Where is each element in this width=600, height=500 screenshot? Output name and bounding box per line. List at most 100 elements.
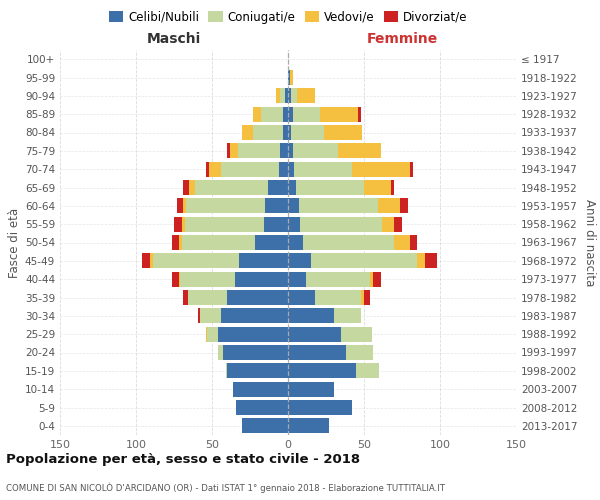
Bar: [235, 272, 288, 286]
Bar: [417, 254, 425, 268]
Bar: [199, 308, 200, 324]
Bar: [303, 235, 394, 250]
Bar: [226, 364, 227, 378]
Bar: [285, 88, 288, 104]
Bar: [334, 308, 361, 324]
Bar: [297, 88, 316, 104]
Bar: [233, 382, 288, 396]
Bar: [311, 254, 417, 268]
Bar: [400, 198, 408, 214]
Bar: [242, 125, 253, 140]
Bar: [183, 180, 189, 195]
Y-axis label: Fasce di età: Fasce di età: [8, 208, 21, 278]
Bar: [195, 180, 268, 195]
Bar: [268, 180, 288, 195]
Bar: [394, 216, 402, 232]
Bar: [280, 144, 288, 158]
Bar: [189, 180, 195, 195]
Bar: [296, 180, 364, 195]
Bar: [300, 216, 382, 232]
Bar: [291, 125, 325, 140]
Bar: [316, 290, 361, 305]
Bar: [177, 198, 183, 214]
Bar: [382, 216, 394, 232]
Bar: [186, 198, 265, 214]
Bar: [288, 326, 341, 342]
Y-axis label: Anni di nascita: Anni di nascita: [583, 199, 596, 286]
Bar: [288, 198, 299, 214]
Bar: [218, 345, 223, 360]
Bar: [253, 125, 283, 140]
Bar: [394, 235, 410, 250]
Bar: [283, 106, 288, 122]
Bar: [149, 254, 153, 268]
Bar: [288, 272, 306, 286]
Bar: [288, 364, 356, 378]
Bar: [288, 144, 293, 158]
Bar: [410, 235, 417, 250]
Bar: [288, 162, 294, 176]
Bar: [288, 345, 346, 360]
Bar: [208, 326, 218, 342]
Bar: [306, 272, 370, 286]
Bar: [346, 345, 373, 360]
Bar: [325, 125, 362, 140]
Bar: [179, 272, 180, 286]
Bar: [223, 345, 288, 360]
Bar: [206, 162, 209, 176]
Bar: [206, 326, 208, 342]
Bar: [238, 144, 280, 158]
Bar: [221, 308, 288, 324]
Bar: [293, 106, 320, 122]
Bar: [227, 290, 288, 305]
Bar: [183, 198, 186, 214]
Legend: Celibi/Nubili, Coniugati/e, Vedovi/e, Divorziat/e: Celibi/Nubili, Coniugati/e, Vedovi/e, Di…: [104, 6, 472, 28]
Bar: [242, 418, 288, 434]
Bar: [288, 235, 303, 250]
Bar: [263, 216, 288, 232]
Bar: [265, 198, 288, 214]
Bar: [294, 162, 352, 176]
Bar: [183, 290, 188, 305]
Bar: [280, 88, 285, 104]
Bar: [356, 364, 379, 378]
Text: COMUNE DI SAN NICOLÒ D'ARCIDANO (OR) - Dati ISTAT 1° gennaio 2018 - Elaborazione: COMUNE DI SAN NICOLÒ D'ARCIDANO (OR) - D…: [6, 482, 445, 493]
Bar: [230, 144, 238, 158]
Bar: [410, 162, 413, 176]
Text: Popolazione per età, sesso e stato civile - 2018: Popolazione per età, sesso e stato civil…: [6, 452, 360, 466]
Bar: [182, 235, 254, 250]
Bar: [239, 254, 288, 268]
Bar: [291, 88, 297, 104]
Bar: [425, 254, 437, 268]
Bar: [188, 290, 227, 305]
Bar: [288, 400, 352, 415]
Text: Femmine: Femmine: [367, 32, 437, 46]
Bar: [254, 235, 288, 250]
Bar: [288, 125, 291, 140]
Bar: [373, 272, 381, 286]
Bar: [142, 254, 149, 268]
Bar: [283, 125, 288, 140]
Bar: [180, 272, 235, 286]
Bar: [361, 290, 364, 305]
Bar: [288, 216, 300, 232]
Bar: [172, 235, 179, 250]
Bar: [391, 180, 394, 195]
Bar: [288, 70, 290, 85]
Bar: [370, 272, 373, 286]
Bar: [221, 162, 279, 176]
Bar: [172, 272, 179, 286]
Bar: [293, 144, 338, 158]
Bar: [358, 106, 361, 122]
Bar: [288, 418, 329, 434]
Bar: [288, 290, 316, 305]
Bar: [227, 364, 288, 378]
Bar: [153, 254, 239, 268]
Bar: [209, 162, 221, 176]
Bar: [174, 216, 182, 232]
Bar: [200, 308, 221, 324]
Bar: [364, 180, 391, 195]
Bar: [218, 326, 288, 342]
Bar: [299, 198, 377, 214]
Bar: [182, 216, 185, 232]
